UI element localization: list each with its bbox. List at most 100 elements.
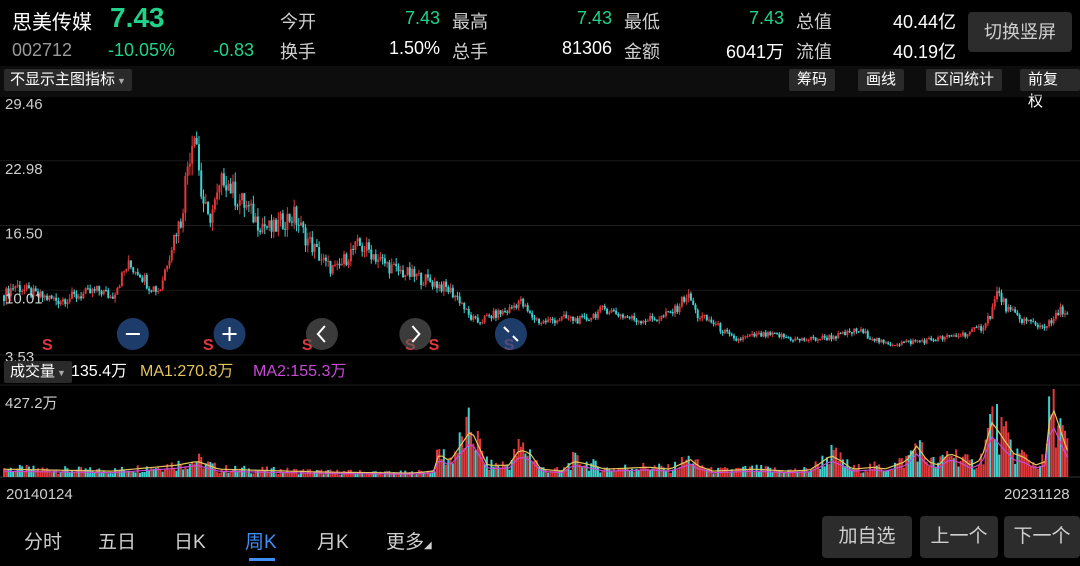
volume-bar (526, 455, 529, 477)
candle-body (957, 335, 960, 337)
candle-body (125, 268, 128, 272)
candle-body (723, 329, 726, 334)
candle-body (943, 337, 946, 340)
volume-bar (191, 461, 194, 477)
volume-bar (603, 467, 606, 477)
volume-bar (179, 464, 182, 477)
draw-line-button[interactable]: 画线 (858, 69, 905, 91)
tab-monthly-k[interactable]: 月K (317, 532, 349, 553)
candle-body (873, 338, 876, 342)
candle-body (43, 295, 46, 298)
candle-body (925, 338, 928, 344)
candle-body (633, 315, 636, 320)
volume-bar (798, 471, 801, 477)
range-stats-button[interactable]: 区间统计 (926, 69, 1003, 91)
candle-body (55, 297, 58, 301)
chevron-left-icon[interactable] (305, 318, 338, 350)
tab-intraday[interactable]: 分时 (24, 532, 63, 553)
candle-body (474, 316, 477, 318)
volume-bar (55, 469, 58, 477)
candle-body (259, 230, 262, 233)
minus-icon[interactable] (116, 318, 149, 350)
volume-bar (841, 459, 844, 477)
volume-bar (1027, 460, 1030, 477)
candle-body (361, 245, 364, 252)
volume-bar (991, 406, 994, 477)
candle-body (501, 311, 504, 315)
candle-body (640, 321, 643, 324)
volume-bar (413, 475, 416, 477)
candle-body (345, 254, 348, 266)
tab-daily-k[interactable]: 日K (174, 532, 206, 553)
candle-body (1000, 292, 1003, 303)
candle-body (986, 316, 989, 324)
candle-body (41, 291, 44, 298)
candle-body (193, 138, 196, 146)
quote-label-amount: 金额 (624, 42, 660, 62)
candle-body (1050, 320, 1053, 324)
volume-bar (111, 473, 114, 477)
volume-bar (930, 457, 933, 477)
candle-body (848, 330, 851, 333)
tab-five-day[interactable]: 五日 (98, 532, 137, 553)
volume-bar (474, 450, 477, 477)
candle-body (225, 185, 228, 191)
main-indicator-select[interactable]: 不显示主图指标 ▼ (4, 69, 132, 91)
volume-bar (914, 443, 917, 477)
corner-arrow-icon: ◢ (424, 540, 432, 551)
candle-body (655, 320, 658, 322)
volume-bar (982, 464, 985, 477)
volume-bar (406, 472, 409, 477)
candle-body (485, 315, 488, 317)
candle-body (281, 213, 284, 229)
candle-body (415, 274, 418, 277)
volume-bar (692, 463, 695, 477)
volume-indicator-select[interactable]: 成交量 ▼ (4, 361, 72, 383)
candle-body (136, 271, 139, 275)
plus-icon[interactable] (213, 318, 246, 350)
candle-body (460, 303, 463, 305)
add-watchlist-button[interactable]: 加自选 (822, 516, 912, 558)
candle-body (980, 326, 983, 331)
prev-stock-button[interactable]: 上一个 (920, 516, 998, 558)
tab-weekly-k[interactable]: 周K (245, 532, 277, 553)
volume-bar (227, 472, 230, 477)
candle-body (245, 205, 248, 208)
candle-body (204, 202, 207, 204)
candle-body (816, 339, 819, 341)
candle-body (431, 281, 434, 287)
volume-bar (46, 468, 49, 477)
candle-body (197, 144, 200, 171)
candle-body (327, 260, 330, 262)
candle-body (127, 260, 130, 269)
candle-body (889, 343, 892, 346)
candle-body (50, 295, 53, 299)
volume-bar (501, 461, 504, 477)
candle-body (358, 238, 361, 246)
chip-button[interactable]: 筹码 (789, 69, 836, 91)
shrink-icon[interactable] (494, 318, 527, 350)
volume-bar (184, 466, 187, 477)
forward-adjust-button[interactable]: 前复权 (1020, 69, 1080, 110)
candle-body (3, 295, 5, 302)
candle-body (694, 304, 697, 310)
candle-body (377, 259, 380, 262)
candle-body (835, 336, 838, 339)
candle-body (57, 300, 60, 305)
switch-portrait-button[interactable]: 切换竖屏 (968, 12, 1072, 52)
tab-more[interactable]: 更多◢ (386, 527, 432, 554)
candle-body (132, 267, 135, 273)
volume-bar (606, 467, 609, 477)
candle-body (188, 163, 191, 167)
candle-body (494, 310, 497, 318)
volume-bar (615, 470, 618, 477)
candle-body (159, 289, 162, 291)
volume-bar (1032, 462, 1035, 477)
candle-body (152, 286, 155, 292)
candle-body (442, 281, 445, 292)
volume-bar (701, 465, 704, 477)
candle-body (93, 289, 96, 291)
next-stock-button[interactable]: 下一个 (1004, 516, 1080, 558)
chevron-right-icon[interactable] (399, 318, 432, 350)
